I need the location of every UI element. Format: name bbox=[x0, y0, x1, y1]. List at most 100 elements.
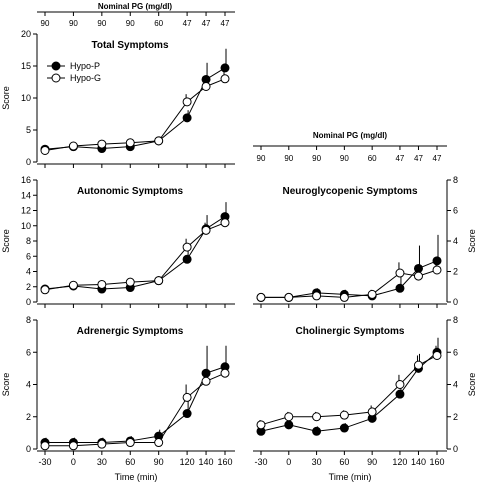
data-point bbox=[154, 276, 164, 286]
y-tick-label: 4 bbox=[453, 380, 458, 390]
nominal-pg-tick-label: 47 bbox=[414, 154, 423, 163]
data-point bbox=[182, 113, 192, 123]
y-tick-label: 5 bbox=[26, 125, 31, 135]
nominal-pg-tick-label: 90 bbox=[284, 154, 293, 163]
y-tick-label: 4 bbox=[26, 267, 31, 277]
y-axis-label: Score bbox=[467, 373, 477, 397]
y-tick-label: 20 bbox=[21, 29, 31, 39]
data-point bbox=[125, 277, 135, 287]
chart-panel-total-symptoms: 0 5 10 15 20 Score Total Symptoms Hypo-P Hypo-G bbox=[1, 29, 235, 168]
y-tick-label: 15 bbox=[21, 61, 31, 71]
data-point bbox=[395, 268, 405, 278]
nominal-pg-tick-label: 90 bbox=[69, 19, 78, 28]
series-hypo-p bbox=[40, 202, 230, 294]
series-line bbox=[45, 366, 226, 444]
y-tick-label: 8 bbox=[26, 315, 31, 325]
y-tick-label: 8 bbox=[453, 315, 458, 325]
series-line bbox=[44, 216, 226, 290]
data-point bbox=[312, 291, 322, 301]
data-point bbox=[182, 392, 192, 402]
data-point bbox=[125, 438, 135, 448]
data-point bbox=[40, 285, 50, 295]
data-point bbox=[201, 368, 211, 378]
nominal-pg-tick-label: 90 bbox=[41, 19, 50, 28]
y-tick-label: 14 bbox=[21, 190, 31, 200]
y-axis-label: Score bbox=[1, 86, 11, 110]
y-axis-label: Score bbox=[467, 229, 477, 253]
data-point bbox=[284, 412, 294, 422]
y-tick-label: 6 bbox=[453, 206, 458, 216]
chart-panel-neuroglycopenic-symptoms: 0 2 4 6 8 Score Neuroglycopenic Symptoms bbox=[253, 175, 477, 308]
y-tick-label: 6 bbox=[26, 251, 31, 261]
top-nominal-pg-ticks: 90 90 90 90 60 47 47 47 bbox=[41, 12, 230, 28]
data-point bbox=[284, 292, 294, 302]
y-tick-label: 0 bbox=[453, 297, 458, 307]
nominal-pg-tick-label: 90 bbox=[340, 154, 349, 163]
y-tick-label: 2 bbox=[453, 412, 458, 422]
data-point bbox=[182, 242, 192, 252]
data-point bbox=[182, 97, 192, 107]
y-tick-label: 10 bbox=[21, 221, 31, 231]
panel-title: Neuroglycopenic Symptoms bbox=[282, 186, 417, 197]
data-point bbox=[339, 410, 349, 420]
x-tick-label: 60 bbox=[339, 457, 349, 467]
x-axis-label-left: Time (min) bbox=[115, 472, 158, 482]
data-point bbox=[68, 441, 78, 451]
chart-panel-adrenergic-symptoms: 0 2 4 6 8 Score -30 0 30 60 90 120 140 160 Adrenergic … bbox=[1, 315, 235, 467]
nominal-pg-tick-label: 47 bbox=[202, 19, 211, 28]
data-point bbox=[413, 360, 423, 370]
data-point bbox=[201, 376, 211, 386]
x-tick-label: 120 bbox=[392, 457, 407, 467]
data-point bbox=[154, 438, 164, 448]
right-nominal-pg-axis: Nominal PG (mg/dl) 90 90 90 90 60 47 47 47 bbox=[253, 131, 447, 163]
series-hypo-g bbox=[40, 71, 230, 155]
x-tick-label: 60 bbox=[125, 457, 135, 467]
right-nominal-pg-ticks: 90 90 90 90 60 47 47 47 bbox=[257, 146, 442, 163]
chart-panel-autonomic-symptoms: 0 2 4 6 8 10 12 14 16 Score Autonomic Symptoms bbox=[1, 175, 235, 308]
data-point bbox=[432, 256, 442, 266]
legend-marker bbox=[51, 73, 61, 83]
y-tick-label: 6 bbox=[26, 347, 31, 357]
data-point bbox=[339, 423, 349, 433]
x-tick-label: 30 bbox=[312, 457, 322, 467]
data-point bbox=[97, 139, 107, 149]
y-tick-label: 2 bbox=[26, 282, 31, 292]
panel-title: Autonomic Symptoms bbox=[77, 186, 184, 197]
right-nominal-pg-title: Nominal PG (mg/dl) bbox=[313, 131, 388, 140]
y-tick-label: 4 bbox=[26, 380, 31, 390]
x-tick-label: 0 bbox=[71, 457, 76, 467]
data-point bbox=[201, 81, 211, 91]
panel-title: Total Symptoms bbox=[91, 40, 168, 51]
series-hypo-p bbox=[256, 234, 442, 302]
data-point bbox=[68, 141, 78, 151]
nominal-pg-tick-label: 47 bbox=[395, 154, 404, 163]
x-tick-label: -30 bbox=[254, 457, 267, 467]
nominal-pg-tick-label: 47 bbox=[183, 19, 192, 28]
x-tick-label: 140 bbox=[199, 457, 214, 467]
data-point bbox=[201, 225, 211, 235]
data-point bbox=[395, 283, 405, 293]
series-line bbox=[45, 372, 226, 447]
data-point bbox=[125, 138, 135, 148]
nominal-pg-tick-label: 90 bbox=[312, 154, 321, 163]
y-tick-label: 0 bbox=[453, 444, 458, 454]
data-point bbox=[97, 279, 107, 289]
nominal-pg-tick-label: 47 bbox=[221, 19, 230, 28]
x-tick-label: 0 bbox=[286, 457, 291, 467]
nominal-pg-tick-label: 90 bbox=[257, 154, 266, 163]
data-point bbox=[284, 420, 294, 430]
nominal-pg-tick-label: 90 bbox=[126, 19, 135, 28]
data-point bbox=[182, 254, 192, 264]
series-line bbox=[44, 222, 226, 291]
data-point bbox=[413, 271, 423, 281]
data-point bbox=[367, 289, 377, 299]
y-tick-label: 0 bbox=[26, 157, 31, 167]
nominal-pg-tick-label: 60 bbox=[368, 154, 377, 163]
series-hypo-p bbox=[40, 345, 230, 448]
data-point bbox=[40, 145, 50, 155]
y-tick-label: 10 bbox=[21, 93, 31, 103]
y-tick-label: 2 bbox=[453, 267, 458, 277]
series-hypo-g bbox=[40, 363, 230, 451]
data-point bbox=[40, 441, 50, 451]
